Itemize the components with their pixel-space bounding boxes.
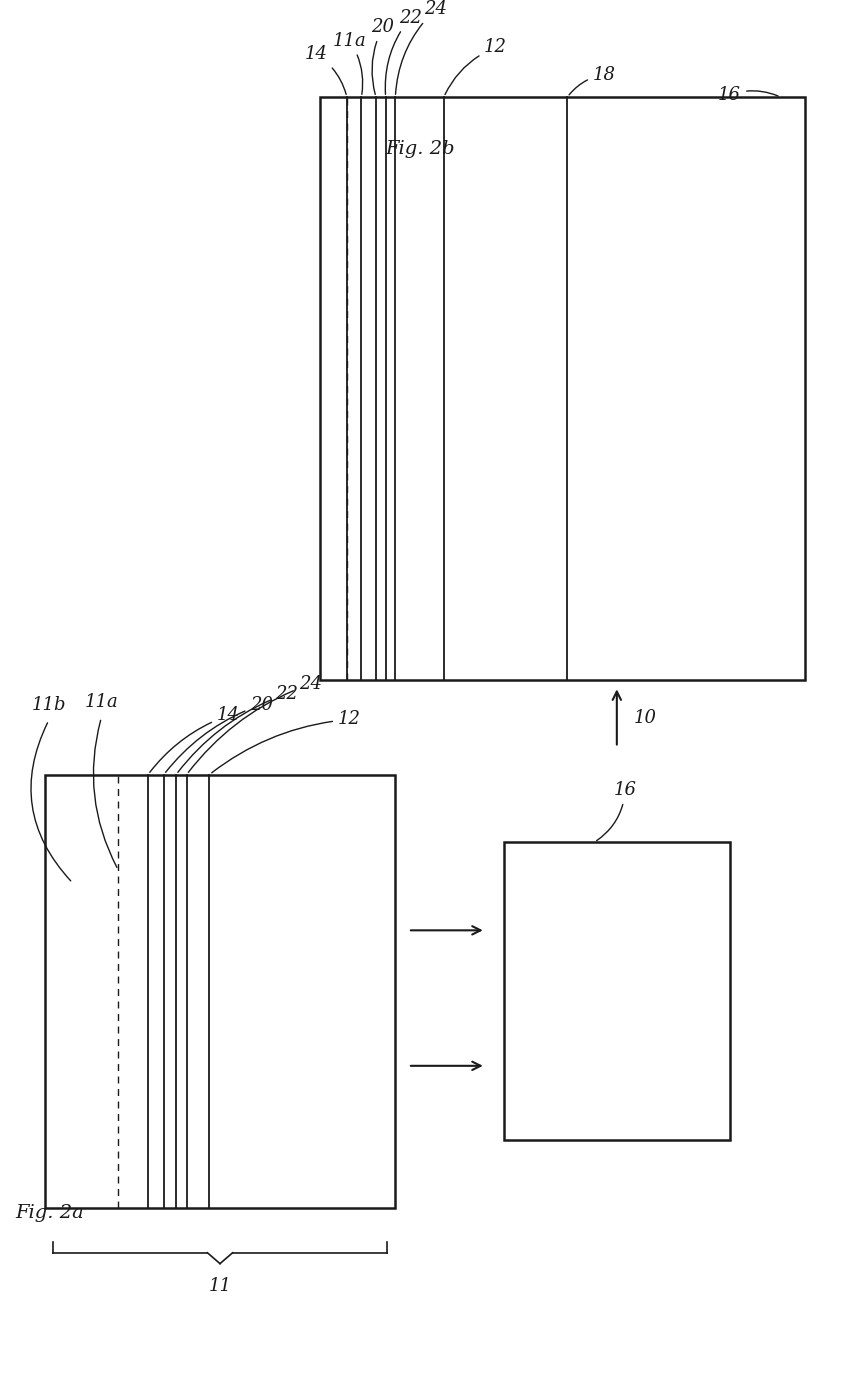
Text: 11b: 11b: [31, 695, 66, 713]
Text: 20: 20: [372, 18, 394, 94]
Text: 11a: 11a: [84, 694, 119, 710]
Bar: [504, 842, 730, 1140]
Text: 16: 16: [596, 781, 637, 841]
Text: 24: 24: [395, 0, 447, 94]
Text: 11: 11: [209, 1277, 231, 1295]
Text: 22: 22: [385, 8, 422, 94]
Text: 14: 14: [150, 706, 240, 773]
Text: Fig. 2a: Fig. 2a: [15, 1204, 84, 1222]
Text: 22: 22: [177, 685, 299, 773]
Text: 24: 24: [188, 675, 322, 773]
Text: 14: 14: [304, 46, 346, 94]
Text: 20: 20: [166, 695, 273, 773]
Text: 12: 12: [445, 39, 507, 94]
Bar: [45, 774, 395, 1208]
Text: 18: 18: [569, 65, 616, 94]
Text: Fig. 2b: Fig. 2b: [386, 140, 455, 158]
Text: 10: 10: [633, 709, 657, 727]
Text: 12: 12: [212, 710, 361, 773]
Text: 11a: 11a: [332, 32, 367, 94]
Text: 16: 16: [718, 86, 778, 104]
Bar: [320, 97, 805, 680]
